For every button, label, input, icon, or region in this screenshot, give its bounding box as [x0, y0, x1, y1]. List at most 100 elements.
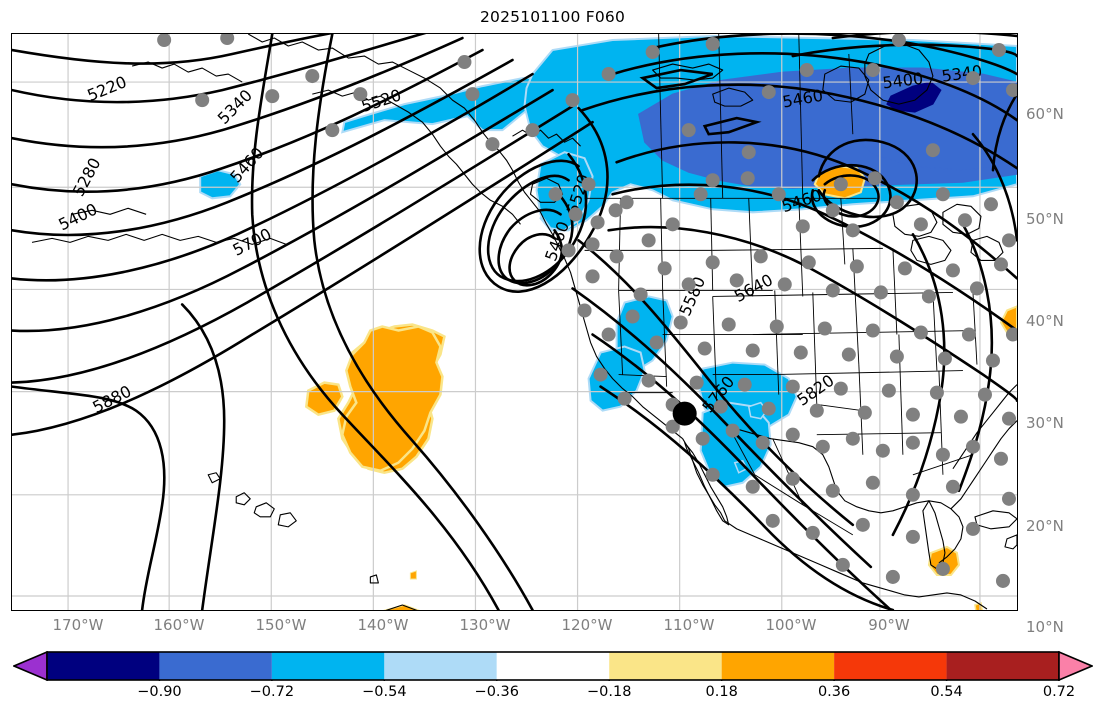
station-dot — [825, 203, 840, 218]
station-dot — [729, 273, 744, 288]
station-dot — [465, 87, 480, 102]
latitude-tick-label: 10°N — [1026, 618, 1064, 636]
station-dot — [885, 569, 900, 584]
station-dot — [485, 137, 500, 152]
station-dot — [785, 427, 800, 442]
station-dot — [913, 325, 928, 340]
station-dot — [969, 281, 984, 296]
station-dot — [673, 315, 688, 330]
station-dot — [845, 223, 860, 238]
station-dot — [881, 383, 896, 398]
contour-label: 5400 — [881, 69, 924, 93]
station-dot — [305, 69, 320, 84]
station-dot — [857, 405, 872, 420]
station-dot — [865, 475, 880, 490]
station-dot — [825, 283, 840, 298]
colorbar-segment — [47, 652, 160, 680]
station-dot — [617, 391, 632, 406]
longitude-tick-label: 140°W — [357, 616, 409, 634]
longitude-tick-label: 150°W — [255, 616, 307, 634]
colorbar-segment — [834, 652, 947, 680]
latitude-tick-label: 60°N — [1026, 105, 1064, 123]
station-dot — [705, 173, 720, 188]
station-dot — [925, 143, 940, 158]
station-dot — [705, 255, 720, 270]
station-dot — [745, 479, 760, 494]
colorbar-tick-label: −0.54 — [362, 684, 407, 700]
station-dot — [905, 487, 920, 502]
station-dot — [793, 345, 808, 360]
station-dot — [561, 243, 576, 258]
station-dot — [873, 285, 888, 300]
station-dot — [697, 341, 712, 356]
station-dot — [1001, 411, 1016, 426]
cyclone-center-marker[interactable] — [672, 401, 697, 426]
station-dot — [785, 471, 800, 486]
station-dot — [353, 87, 368, 102]
latitude-tick-label: 30°N — [1026, 414, 1064, 432]
colorbar-segment — [271, 652, 385, 680]
station-dot — [977, 387, 992, 402]
station-dot — [1001, 491, 1016, 506]
colorbar-tick-label: −0.36 — [474, 684, 519, 700]
station-dot — [525, 123, 540, 138]
map-panel[interactable]: 5220 5280 5340 5520 5460 5400 5700 5880 … — [11, 33, 1018, 611]
station-dot — [1005, 327, 1017, 342]
station-dot — [769, 319, 784, 334]
station-dot — [645, 45, 660, 60]
longitude-tick-label: 170°W — [52, 616, 104, 634]
latitude-tick-label: 20°N — [1026, 517, 1064, 535]
station-dot — [945, 479, 960, 494]
shade-orange-tiny-dot — [409, 570, 417, 580]
station-dot — [865, 63, 880, 78]
station-dot — [608, 203, 623, 218]
station-dot — [737, 377, 752, 392]
station-dot — [725, 423, 740, 438]
station-dot — [905, 407, 920, 422]
station-dot — [548, 187, 563, 202]
station-dot — [875, 443, 890, 458]
colorbar-tick-label: 0.36 — [817, 684, 851, 700]
station-dot — [568, 207, 583, 222]
station-dot — [681, 123, 696, 138]
shade-orange-pacific-main — [341, 325, 444, 473]
station-dot — [721, 317, 736, 332]
station-dot — [705, 37, 720, 52]
station-dot — [695, 431, 710, 446]
longitude-tick-label: 90°W — [868, 616, 910, 634]
station-dot — [755, 435, 770, 450]
station-dot — [633, 287, 648, 302]
station-dot — [641, 373, 656, 388]
station-dot — [601, 327, 616, 342]
colorbar-segment — [609, 652, 722, 680]
station-dot — [665, 217, 680, 232]
station-dot — [753, 249, 768, 264]
latitude-tick-label: 50°N — [1026, 210, 1064, 228]
station-dot — [993, 257, 1008, 272]
station-dot — [585, 237, 600, 252]
station-dot — [953, 409, 968, 424]
station-dot — [913, 217, 928, 232]
station-dot — [809, 403, 824, 418]
colorbar[interactable] — [13, 651, 1093, 681]
station-dot — [601, 67, 616, 82]
station-dot — [220, 34, 235, 46]
station-dot — [961, 327, 976, 342]
station-dot — [985, 353, 1000, 368]
contour-label: 5220 — [84, 72, 129, 105]
station-dot — [693, 187, 708, 202]
station-dot — [195, 93, 210, 108]
station-dot — [833, 177, 848, 192]
station-dot — [265, 89, 280, 104]
station-dot — [841, 347, 856, 362]
colorbar-tick-label: −0.72 — [249, 684, 295, 700]
station-dot — [745, 343, 760, 358]
map-canvas: 5220 5280 5340 5520 5460 5400 5700 5880 … — [12, 34, 1017, 610]
colorbar-extend-max — [1058, 651, 1093, 681]
longitude-tick-label: 110°W — [663, 616, 715, 634]
colorbar-tick-label: −0.90 — [137, 684, 182, 700]
station-dot — [921, 289, 936, 304]
station-dot — [777, 277, 792, 292]
contour-label: 5400 — [55, 199, 100, 234]
